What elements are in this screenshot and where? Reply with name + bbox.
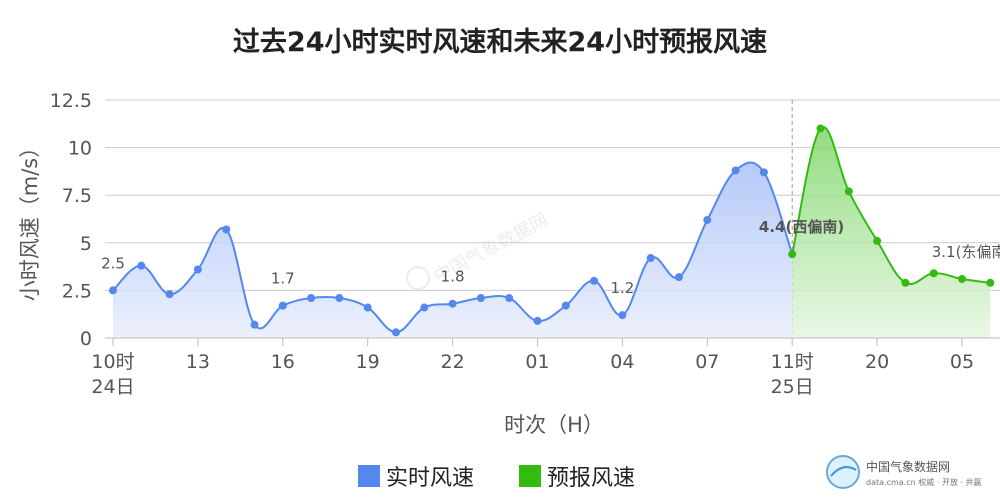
y-tick-label: 12.5 bbox=[50, 90, 92, 112]
data-point bbox=[844, 187, 853, 196]
data-point bbox=[675, 273, 683, 282]
data-point bbox=[109, 286, 117, 295]
chart-title: 过去24小时实时风速和未来24小时预报风速 bbox=[233, 26, 767, 58]
data-point bbox=[193, 265, 202, 274]
faint-watermark: 中国气象数据网 bbox=[406, 210, 552, 290]
cma-logo-swoosh-icon bbox=[830, 466, 857, 477]
y-tick-label: 0 bbox=[80, 328, 92, 350]
x-tick-label: 10时 bbox=[91, 351, 134, 373]
data-point bbox=[703, 215, 712, 224]
data-point bbox=[618, 311, 627, 320]
data-point bbox=[505, 294, 514, 303]
data-point bbox=[958, 274, 966, 283]
data-point bbox=[788, 250, 797, 259]
data-point bbox=[533, 316, 542, 325]
x-tick-sublabel: 24日 bbox=[91, 376, 134, 398]
x-tick-sublabel: 25日 bbox=[771, 376, 814, 398]
data-point bbox=[137, 261, 146, 270]
data-label: 1.8 bbox=[441, 268, 465, 286]
data-point bbox=[590, 276, 599, 285]
legend[interactable]: 实时风速 预报风速 bbox=[358, 465, 635, 491]
data-label: 1.7 bbox=[271, 270, 295, 288]
x-tick-label: 19 bbox=[356, 351, 380, 373]
data-point bbox=[476, 294, 485, 303]
series-points bbox=[109, 124, 995, 337]
data-label: 2.5 bbox=[101, 254, 125, 272]
x-tick-label: 07 bbox=[695, 351, 719, 373]
data-point bbox=[363, 303, 372, 312]
watermark-site-url: data.cma.cn 权威 · 开放 · 共赢 bbox=[866, 477, 981, 487]
legend-swatch-observed[interactable] bbox=[358, 465, 380, 487]
y-tick-label: 10 bbox=[68, 138, 92, 160]
x-axis: 10时 24日 13 16 19 22 01 04 07 11时 25日 20 05 bbox=[91, 337, 1000, 398]
data-point bbox=[731, 166, 740, 175]
data-point bbox=[986, 278, 995, 287]
cma-logo-icon bbox=[826, 455, 860, 489]
data-point bbox=[759, 168, 768, 177]
x-axis-title: 时次（H） bbox=[504, 413, 604, 437]
y-tick-label: 7.5 bbox=[62, 185, 92, 207]
data-point bbox=[278, 301, 287, 310]
series-area-1 bbox=[792, 127, 991, 338]
x-tick-label: 11时 bbox=[771, 351, 814, 373]
x-tick-label: 05 bbox=[950, 351, 974, 373]
data-point bbox=[816, 124, 825, 133]
series-areas bbox=[113, 127, 991, 338]
x-tick-label: 04 bbox=[610, 351, 634, 373]
y-axis-title: 小时风速（m/s） bbox=[18, 137, 42, 301]
watermark-site-name: 中国气象数据网 bbox=[866, 459, 950, 474]
data-point bbox=[873, 236, 882, 245]
data-labels: 2.5 1.7 1.8 1.2 4.4(西偏南) 3.1(东偏南) bbox=[101, 218, 1000, 297]
data-label: 1.2 bbox=[610, 279, 634, 297]
watermark: 中国气象数据网 data.cma.cn 权威 · 开放 · 共赢 bbox=[826, 455, 981, 489]
x-tick-label: 20 bbox=[865, 351, 889, 373]
series-area-0 bbox=[113, 162, 793, 338]
data-point bbox=[448, 299, 457, 308]
data-point bbox=[901, 278, 910, 287]
x-tick-label: 13 bbox=[186, 351, 210, 373]
legend-label-forecast[interactable]: 预报风速 bbox=[547, 466, 635, 491]
legend-label-observed[interactable]: 实时风速 bbox=[386, 466, 474, 491]
x-tick-label: 16 bbox=[271, 351, 295, 373]
data-label: 3.1(东偏南) bbox=[932, 243, 1000, 261]
legend-swatch-forecast[interactable] bbox=[519, 465, 541, 487]
y-tick-label: 2.5 bbox=[62, 280, 92, 302]
data-point bbox=[307, 294, 316, 303]
data-point bbox=[165, 290, 174, 299]
data-point bbox=[222, 225, 231, 234]
data-label: 4.4(西偏南) bbox=[759, 218, 844, 236]
data-point bbox=[250, 320, 259, 329]
data-point bbox=[561, 301, 570, 310]
data-point bbox=[420, 303, 429, 312]
faint-watermark-logo-icon bbox=[406, 266, 430, 290]
x-tick-label: 01 bbox=[525, 351, 549, 373]
y-axis-ticks: 0 2.5 5 7.5 10 12.5 bbox=[50, 90, 92, 350]
y-tick-label: 5 bbox=[80, 233, 92, 255]
data-point bbox=[335, 294, 344, 303]
data-point bbox=[392, 328, 400, 337]
data-point bbox=[646, 254, 655, 263]
data-point bbox=[929, 269, 938, 278]
x-tick-label: 22 bbox=[441, 351, 465, 373]
